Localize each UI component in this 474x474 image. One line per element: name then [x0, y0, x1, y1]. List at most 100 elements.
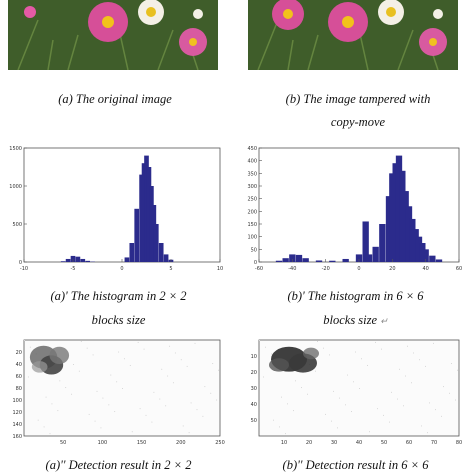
noise-pixel [281, 396, 282, 398]
histogram-bar [379, 224, 386, 262]
noise-pixel [169, 345, 171, 347]
plot-frame [23, 147, 221, 263]
noise-pixel [359, 388, 360, 389]
noise-pixel [425, 365, 426, 367]
x-tick-label: 40 [356, 440, 362, 446]
histogram-bar [60, 261, 66, 262]
noise-pixel [331, 420, 332, 422]
noise-pixel [116, 381, 118, 383]
histogram-bar [415, 236, 423, 262]
histogram-bar [365, 254, 373, 262]
histogram-bar [65, 258, 71, 262]
caption-detection-2x2: (a)'' Detection result in 2 × 2 [45, 458, 192, 472]
x-tick-label: 50 [381, 440, 387, 446]
y-tick-label: 0 [19, 260, 22, 266]
histogram-bar [342, 258, 349, 262]
noise-pixel [391, 391, 392, 393]
histogram-bar [385, 196, 393, 262]
x-tick-label: 10 [281, 440, 287, 446]
detected-region-blob [49, 346, 70, 364]
noise-pixel [377, 408, 378, 410]
histogram-bar [151, 205, 157, 262]
noise-pixel [369, 431, 370, 433]
histogram-bar [412, 229, 419, 262]
noise-pixel [383, 414, 384, 416]
noise-pixel [293, 410, 294, 412]
y-tick-label: 160 [12, 434, 22, 440]
noise-pixel [265, 346, 266, 348]
histogram-bar [144, 155, 149, 262]
histogram-bar [295, 254, 303, 262]
noise-pixel [443, 386, 444, 388]
noise-pixel [361, 358, 362, 360]
noise-pixel [145, 414, 147, 416]
noise-pixel [325, 413, 326, 415]
histogram-bar [124, 257, 130, 262]
noise-pixel [347, 374, 348, 376]
noise-pixel [167, 375, 169, 377]
y-tick-label: 450 [247, 146, 257, 152]
noise-pixel [367, 364, 368, 366]
x-tick-label: 100 [98, 440, 108, 446]
histogram-bar [70, 255, 76, 262]
noise-pixel [421, 425, 422, 427]
x-tick-label: -60 [255, 266, 263, 272]
y-tick-label: 250 [247, 197, 257, 203]
noise-pixel [411, 382, 412, 384]
x-tick-label: 50 [60, 440, 66, 446]
x-tick-label: 5 [169, 266, 172, 272]
histogram-bar [85, 260, 91, 262]
tampered-flower-photo [248, 0, 458, 70]
noise-pixel [196, 409, 198, 411]
x-tick-label: 200 [176, 440, 186, 446]
x-tick-label: 20 [306, 440, 312, 446]
x-tick-label: 40 [422, 266, 428, 272]
histogram-bar [355, 254, 363, 262]
histogram-bar [409, 218, 416, 262]
histogram-bar [422, 249, 429, 262]
noise-pixel [449, 392, 450, 394]
noise-pixel [427, 432, 428, 434]
noise-pixel [202, 415, 204, 417]
histogram-bar [158, 243, 164, 262]
y-tick-label: 100 [247, 235, 257, 241]
noise-pixel [403, 405, 404, 407]
y-tick-label: 300 [247, 184, 257, 190]
noise-pixel [287, 403, 288, 405]
caption-histogram-2x2-line1: (a)' The histogram in 2 × 2 [50, 289, 187, 303]
noise-pixel [172, 382, 174, 384]
x-tick-label: 70 [431, 440, 437, 446]
y-tick-label: 20 [16, 350, 22, 356]
y-tick-label: 500 [12, 222, 22, 228]
noise-pixel [159, 398, 161, 400]
x-tick-label: -40 [288, 266, 296, 272]
noise-pixel [323, 347, 324, 349]
histogram-bar [395, 155, 403, 262]
x-tick-label: 250 [215, 440, 225, 446]
noise-pixel [57, 410, 59, 412]
histogram-bar [399, 170, 406, 262]
noise-pixel [210, 392, 212, 394]
noise-pixel [441, 415, 442, 417]
x-tick-label: 30 [331, 440, 337, 446]
x-tick-label: -5 [71, 266, 76, 272]
noise-pixel [27, 376, 29, 378]
noise-pixel [186, 365, 188, 367]
noise-pixel [337, 427, 338, 429]
noise-pixel [317, 340, 318, 342]
histogram-bar [315, 260, 323, 262]
noise-pixel [180, 359, 182, 361]
y-tick-label: 1500 [9, 146, 22, 152]
y-tick-label: 100 [12, 398, 22, 404]
x-tick-label: -10 [20, 266, 28, 272]
histogram-bar [153, 224, 159, 262]
x-tick-label: -20 [322, 266, 330, 272]
y-tick-label: 50 [251, 418, 257, 424]
noise-pixel [307, 393, 308, 395]
y-tick-label: 10 [251, 354, 257, 360]
histogram-bar [389, 173, 396, 262]
caption-histogram-6x6-line1: (b)' The histogram in 6 × 6 [287, 289, 424, 303]
noise-pixel [122, 388, 123, 389]
noise-pixel [174, 352, 176, 354]
y-tick-label: 400 [247, 159, 257, 165]
